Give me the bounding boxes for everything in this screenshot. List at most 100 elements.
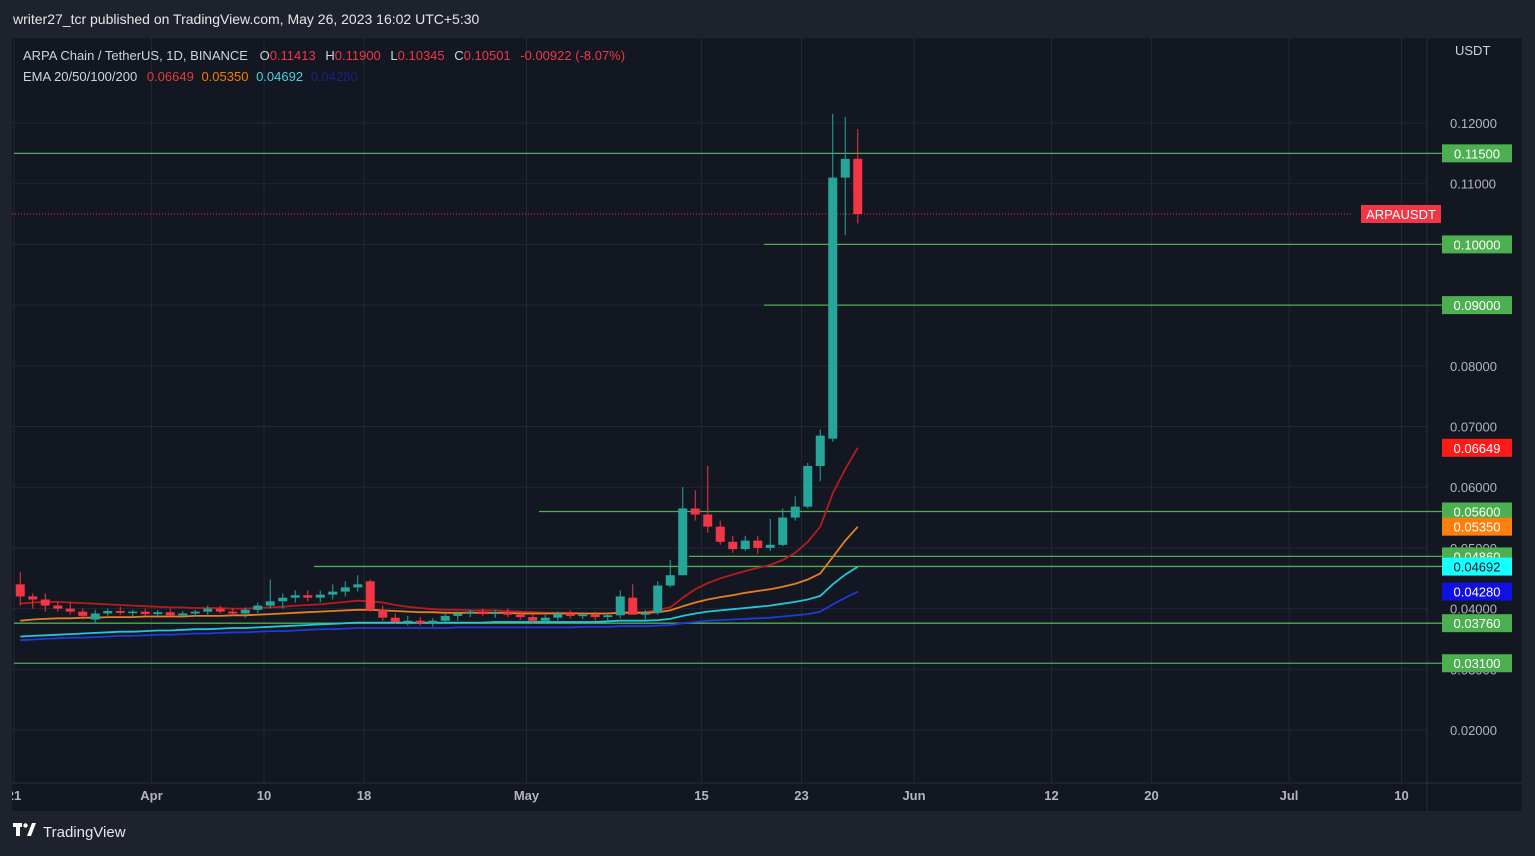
symbol-title: ARPA Chain / TetherUS, 1D, BINANCE [23,48,248,63]
ema100-value: 0.04692 [256,69,304,84]
ema50-line [20,526,859,622]
candle-down [565,613,575,616]
candle-up [465,611,475,614]
candle-up [440,615,450,621]
ema200-value: 0.04280 [310,69,358,84]
publisher-bar: writer27_tcr published on TradingView.co… [0,0,1535,38]
candle-up [128,611,138,614]
candle-down [590,614,600,618]
candle-down [503,612,513,615]
candle-down [15,584,25,597]
price-chart[interactable]: 0.12000 0.11000 0.10000 0.09000 0.08000 0.070… [12,38,1522,811]
candle-down [478,611,488,615]
candle-up [490,612,500,615]
low-label: L [390,48,398,63]
level-price-tag-text: 0.11500 [1454,146,1500,161]
candle-up [778,517,788,545]
candle-up [403,620,413,623]
tradingview-logo[interactable]: TradingView [13,823,126,842]
candle-down [228,611,238,614]
ema-label: EMA 20/50/100/200 [23,69,138,84]
candle-up [265,601,275,606]
candle-up [340,587,350,592]
x-tick-label: 20 [1144,788,1158,803]
candle-down [53,605,63,609]
candle-up [240,609,250,614]
level-price-tag [1442,614,1512,633]
candle-up [765,544,775,548]
symbol-price-tag-text: ARPAUSDT [1366,207,1436,222]
ema-price-tag [1442,517,1512,536]
candle-up [178,613,188,616]
level-price-tag-text: 0.09000 [1454,298,1501,313]
tv-logo-icon [13,823,37,842]
candle-down [215,608,225,612]
y-tick-label: 0.11000 [1450,177,1496,192]
ohlc-row: ARPA Chain / TetherUS, 1D, BINANCE O0.11… [23,45,625,66]
level-price-tag-text: 0.03760 [1454,616,1501,631]
candle-up [540,617,550,621]
level-price-tag [1442,654,1512,673]
ema200-line [20,590,859,642]
candle-up [828,177,838,439]
candle-up [428,620,438,624]
symbol-price-tag [1361,204,1441,223]
change-value: -0.00922 (-8.07%) [520,48,626,63]
ema-price-tag-text: 0.04692 [1454,560,1501,575]
open-value: 0.11413 [269,48,316,63]
x-tick-label: 10 [1394,788,1408,803]
candle-up [615,596,625,616]
candle-down [715,526,725,542]
chart-pane[interactable]: 0.12000 0.11000 0.10000 0.09000 0.08000 0.070… [12,38,1522,811]
ema-price-tag-text: 0.05350 [1454,520,1501,535]
candle-up [103,611,113,614]
level-price-tag-text: 0.05600 [1454,504,1501,519]
candle-up [328,591,338,595]
candle-up [803,465,813,507]
ema-price-tag [1442,438,1512,457]
ema20-line [20,447,859,615]
candle-up [640,612,650,615]
high-label: H [325,48,335,63]
publisher-text: writer27_tcr published on TradingView.co… [13,11,480,27]
candle-down [703,514,713,527]
candle-up [553,613,563,618]
candle-down [165,612,175,616]
candle-up [603,615,613,618]
x-tick-label: Jul [1280,788,1299,803]
candle-down [303,595,313,598]
candle-down [378,609,388,618]
candle-down [690,508,700,515]
level-price-tag [1442,502,1512,521]
candle-down [65,608,75,612]
candle-up [453,613,463,616]
level-price-tag-text: 0.10000 [1454,237,1501,252]
candle-down [853,158,863,214]
ema100-line [20,565,859,638]
candle-down [415,620,425,624]
candle-up [665,575,675,586]
y-tick-label: 0.07000 [1450,420,1497,435]
candle-down [365,581,375,610]
candle-down [390,617,400,622]
level-price-tag-text: 0.03100 [1454,656,1501,671]
low-value: 0.10345 [397,48,445,63]
candle-up [678,508,688,576]
close-label: C [454,48,464,63]
ema20-value: 0.06649 [146,69,194,84]
candle-up [790,506,800,518]
open-label: O [259,48,270,63]
candle-up [253,605,263,610]
x-tick-label: 15 [694,788,708,803]
ema-price-tag [1442,582,1512,601]
chart-legend: ARPA Chain / TetherUS, 1D, BINANCE O0.11… [23,45,625,87]
level-price-tag [1442,235,1512,254]
x-tick-label: 18 [357,788,371,803]
x-tick-label: Apr [140,788,162,803]
candle-down [40,599,50,606]
ema-price-tag [1442,557,1512,576]
candle-up [203,608,213,612]
candle-up [353,584,363,588]
candle-down [115,611,125,613]
brand-name: TradingView [43,824,126,841]
